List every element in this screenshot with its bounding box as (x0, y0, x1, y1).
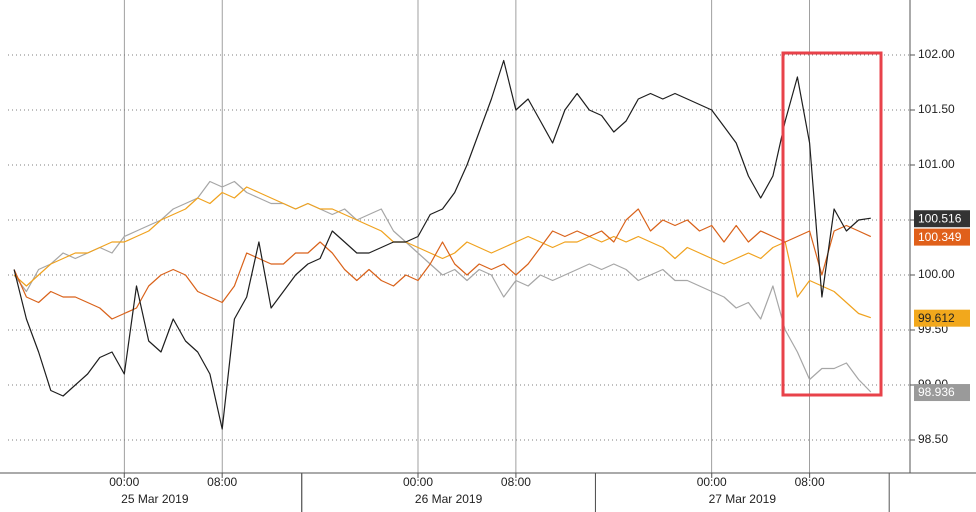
line-series (13, 59, 871, 430)
y-tick-label: 101.00 (918, 157, 955, 171)
y-tick-label: 98.50 (918, 432, 948, 446)
x-tick-label: 00:00 (403, 475, 433, 489)
highlight-box (781, 51, 883, 397)
last-value-label: 99.612 (918, 311, 955, 325)
date-label: 27 Mar 2019 (709, 492, 777, 506)
line-series (13, 208, 872, 320)
last-value-label: 100.516 (918, 211, 962, 225)
y-tick-label: 100.00 (918, 267, 955, 281)
date-label: 26 Mar 2019 (415, 492, 483, 506)
last-value-badge (914, 210, 970, 228)
y-tick-label: 101.50 (918, 102, 955, 116)
last-value-badge (914, 228, 970, 246)
x-tick-label: 08:00 (501, 475, 531, 489)
last-value-badge (914, 309, 970, 327)
line-series (13, 186, 871, 319)
date-label: 25 Mar 2019 (121, 492, 189, 506)
axes: 98.5099.0099.50100.00100.50101.00101.501… (109, 47, 970, 512)
last-value-label: 98.936 (918, 385, 955, 399)
y-tick-label: 102.00 (918, 47, 955, 61)
x-tick-label: 08:00 (795, 475, 825, 489)
x-tick-label: 08:00 (207, 475, 237, 489)
lines (13, 59, 872, 430)
last-value-label: 100.349 (918, 230, 962, 244)
x-tick-label: 00:00 (109, 475, 139, 489)
last-value-badge (914, 384, 970, 402)
x-tick-label: 00:00 (697, 475, 727, 489)
line-series (13, 180, 872, 393)
